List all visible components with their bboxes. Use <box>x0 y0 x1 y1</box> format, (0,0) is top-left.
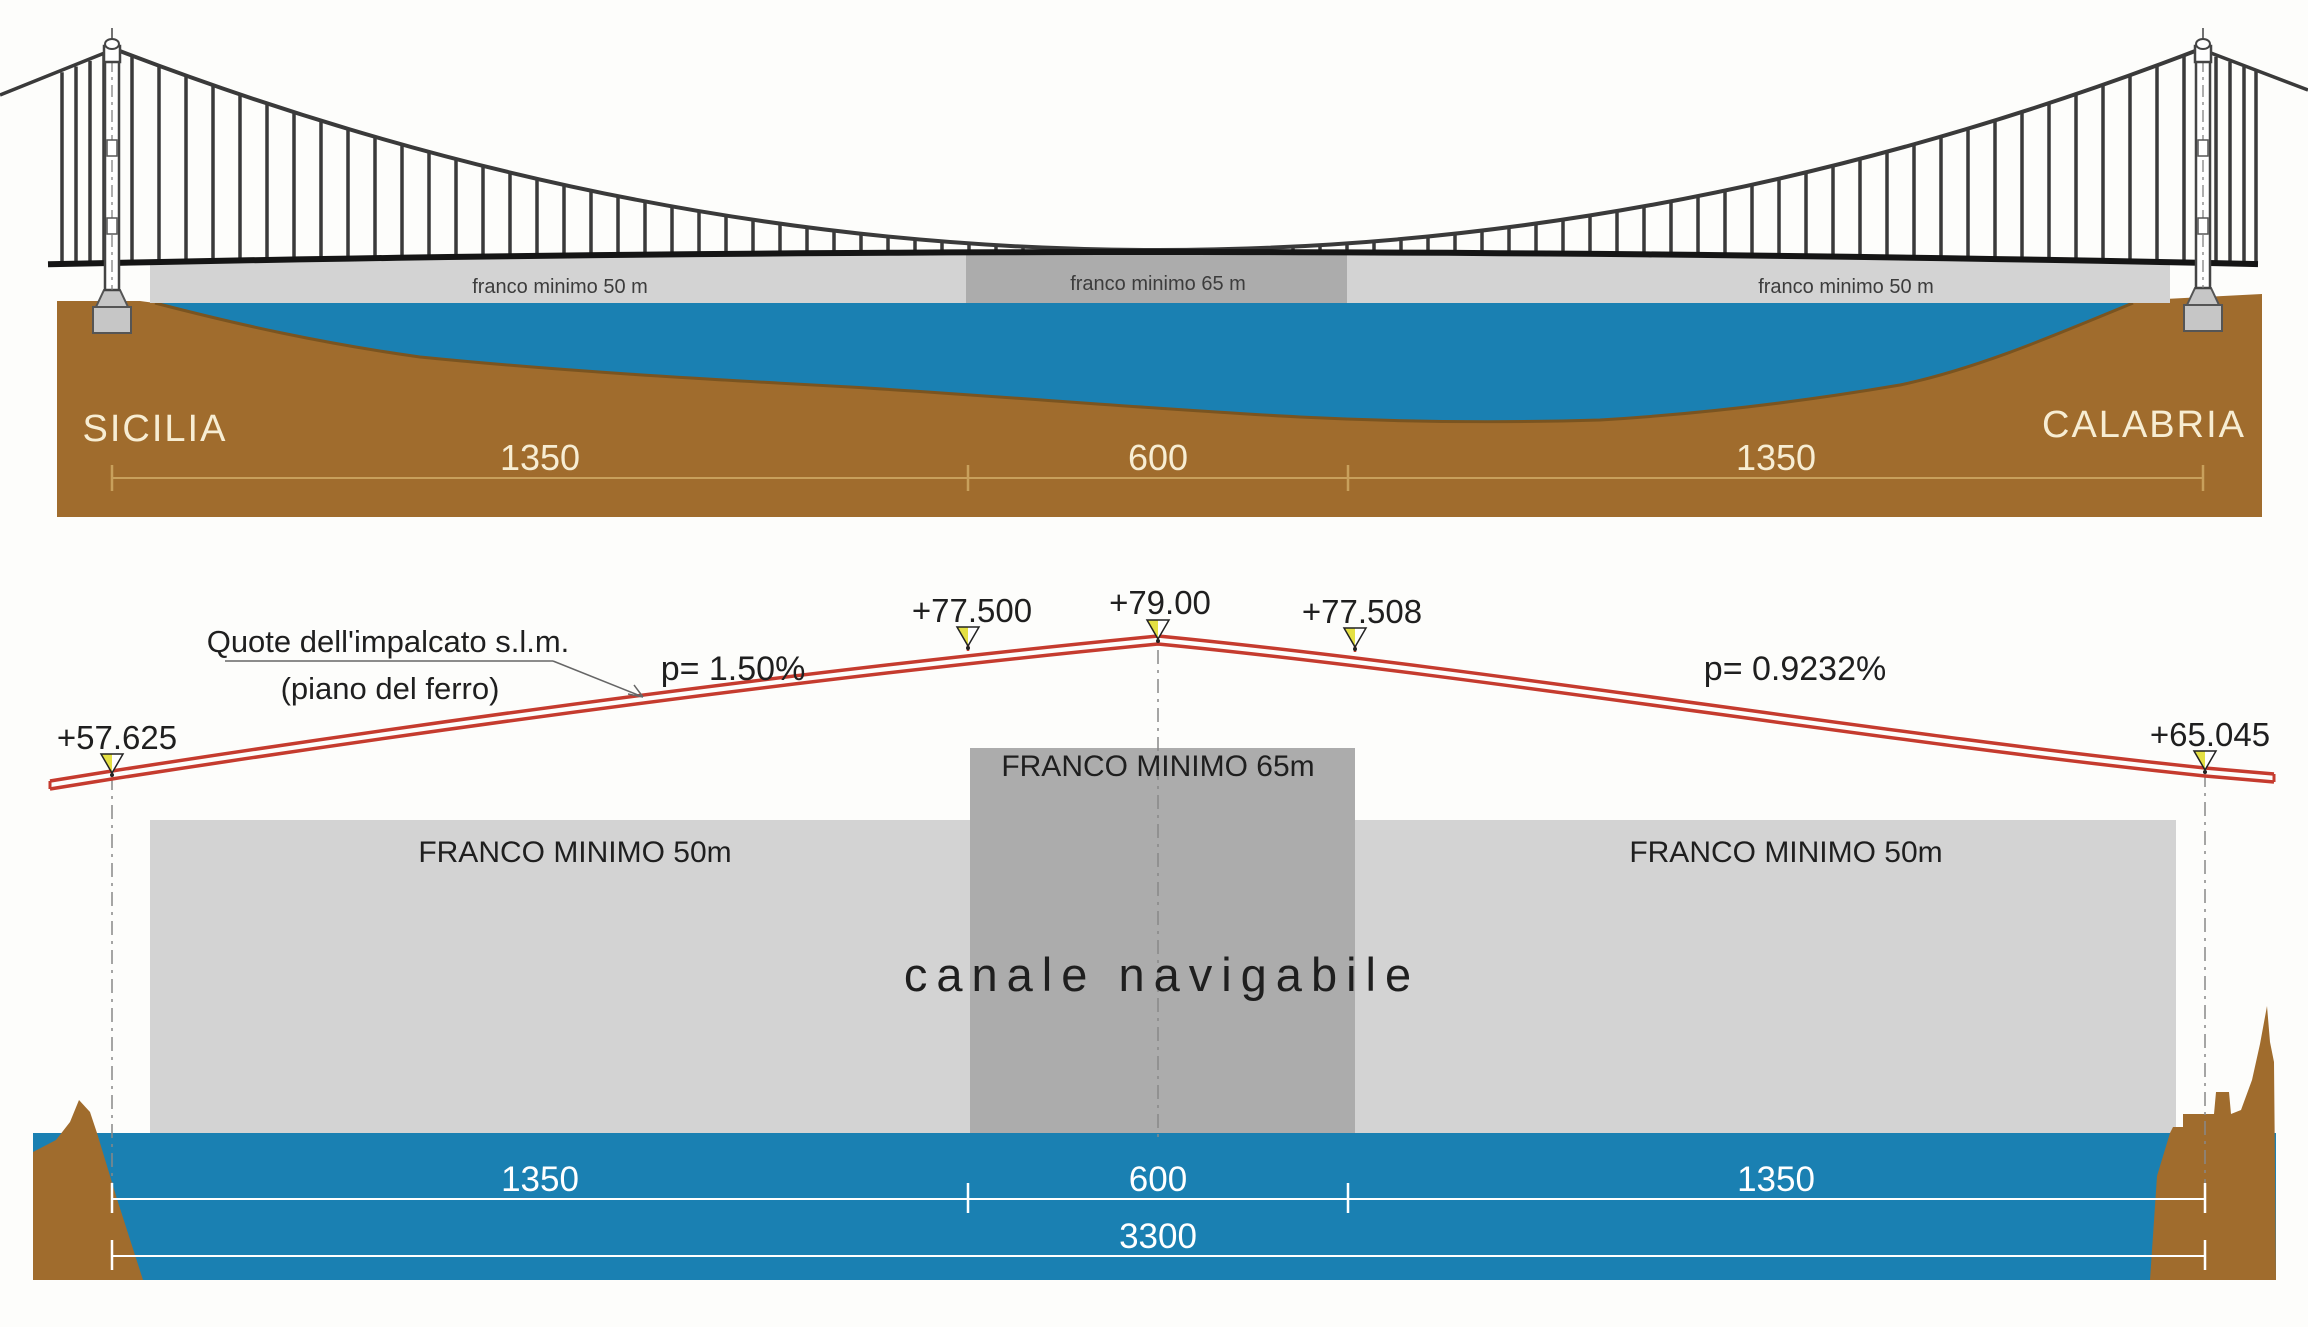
tower-left-saddle <box>104 38 120 50</box>
main-cable <box>111 46 2204 252</box>
deck-profile-bottom-line <box>49 642 2275 791</box>
tower-left-pedestal <box>94 289 130 308</box>
bottom-clearance-right-label: FRANCO MINIMO 50m <box>1629 836 1942 869</box>
tower-right-detail-upper <box>2197 139 2209 157</box>
deck-note: Quote dell'impalcato s.l.m. (piano del f… <box>207 624 644 706</box>
tower-left-foundation <box>92 306 132 334</box>
elevation-marker-icon <box>99 753 125 777</box>
tower-right-saddle <box>2195 38 2211 50</box>
elevation-label-left: +57.625 <box>57 719 177 756</box>
headland-sicilia <box>33 1100 143 1280</box>
top-clearance-left-label: franco minimo 50 m <box>472 276 648 298</box>
top-elevation-view: franco minimo 50 m franco minimo 65 m fr… <box>0 28 2308 517</box>
tower-right-detail-lower <box>2197 217 2209 235</box>
bottom-total-dimension: 3300 <box>110 1217 2207 1270</box>
elevation-marker-icon <box>1145 619 1171 643</box>
leader-arrowhead-icon <box>627 684 644 698</box>
elevation-markers <box>99 619 2218 777</box>
slope-label-left: p= 1.50% <box>661 650 806 688</box>
top-dim-right-label: 1350 <box>1736 437 1816 478</box>
elevation-marker-icon <box>955 626 981 650</box>
top-seabed-edge <box>154 301 2134 424</box>
top-clearance-band-65m <box>966 254 1347 303</box>
bottom-dim-left-label: 1350 <box>501 1160 579 1199</box>
top-dim-center-label: 600 <box>1128 437 1188 478</box>
elevation-label-right: +65.045 <box>2150 716 2270 753</box>
tower-left <box>92 28 132 334</box>
deck-note-line2: (piano del ferro) <box>281 671 500 706</box>
tower-right <box>2183 28 2223 332</box>
tower-left-detail-lower <box>106 217 118 235</box>
bottom-dim-total-label: 3300 <box>1119 1217 1197 1256</box>
top-terrain <box>57 294 2262 517</box>
tower-left-detail-upper <box>106 139 118 157</box>
top-dimension-chain: 1350 600 1350 <box>110 437 2205 491</box>
elevation-label-left-tangent: +77.500 <box>912 592 1032 629</box>
elevation-label-right-tangent: +77.508 <box>1302 593 1422 630</box>
top-water <box>155 303 2133 422</box>
backstay-right <box>2202 48 2308 92</box>
top-clearance-right-label: franco minimo 50 m <box>1758 276 1934 298</box>
slope-label-right: p= 0.9232% <box>1704 650 1886 688</box>
tower-right-foundation <box>2183 304 2223 332</box>
bottom-dim-center-label: 600 <box>1129 1160 1187 1199</box>
bottom-profile-view: +57.625 +77.500 +79.00 +77.508 +65.045 p… <box>33 584 2276 1280</box>
backstay-left <box>0 48 113 97</box>
shore-label-sicilia: SICILIA <box>83 408 228 450</box>
tower-right-pedestal <box>2185 287 2221 306</box>
headland-calabria <box>2150 1006 2276 1280</box>
elevation-label-crest: +79.00 <box>1109 584 1211 621</box>
top-dim-left-label: 1350 <box>500 437 580 478</box>
bottom-dim-right-label: 1350 <box>1737 1160 1815 1199</box>
elevation-marker-icon <box>1342 627 1368 651</box>
deck-line <box>47 249 2259 268</box>
deck-note-line1: Quote dell'impalcato s.l.m. <box>207 624 570 659</box>
bottom-clearance-center-label: FRANCO MINIMO 65m <box>1001 750 1314 783</box>
elevation-marker-icon <box>2192 750 2218 774</box>
shore-label-calabria: CALABRIA <box>2042 404 2246 446</box>
bottom-clearance-band-65m <box>970 748 1355 1138</box>
channel-label: canale navigabile <box>904 948 1420 1001</box>
hangers <box>60 55 2258 265</box>
deck-note-leader-line <box>552 660 644 698</box>
bottom-dimension-chain: 1350 600 1350 <box>110 1160 2207 1213</box>
bottom-water <box>33 1133 2276 1280</box>
top-clearance-center-label: franco minimo 65 m <box>1070 273 1246 295</box>
bottom-clearance-left-label: FRANCO MINIMO 50m <box>418 836 731 869</box>
